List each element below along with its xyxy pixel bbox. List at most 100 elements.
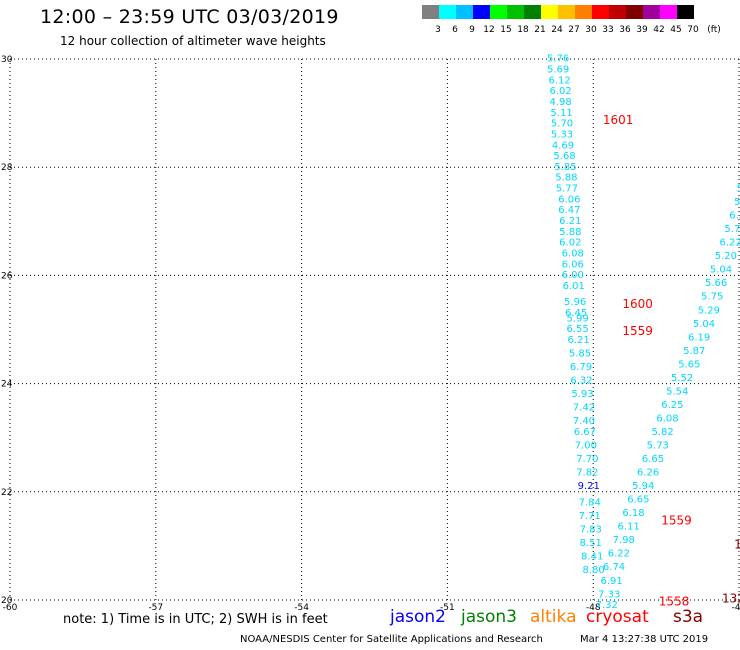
scale-swatch	[456, 5, 473, 19]
pass-time-label: 1558	[659, 594, 690, 608]
scale-tick-label: 9	[469, 25, 475, 35]
wave-height-label: 5.88	[559, 227, 581, 238]
wave-height-label: 6.08	[656, 413, 678, 424]
wave-height-label: 6.33	[729, 211, 740, 222]
wave-height-label: 5.94	[632, 481, 654, 492]
scale-swatch	[524, 5, 541, 19]
lon-tick-label: -48	[586, 603, 601, 613]
wave-height-label: 6.19	[688, 332, 710, 343]
wave-height-label: 5.72	[724, 224, 740, 235]
scale-tick-label: 39	[636, 25, 648, 35]
wave-height-label: 9.21	[578, 481, 600, 492]
scale-swatch	[677, 5, 694, 19]
wave-height-label: 5.65	[678, 359, 700, 370]
legend-jason2: jason2	[390, 607, 446, 627]
wave-height-label: 5.04	[710, 265, 732, 276]
scale-tick-label: 12	[483, 25, 495, 35]
scale-tick-label: 15	[500, 25, 512, 35]
pass-time-label: 1559	[622, 324, 653, 338]
wave-height-label: 6.67	[574, 427, 596, 438]
wave-height-label: 4.98	[549, 97, 571, 108]
wave-height-label: 6.00	[562, 270, 584, 281]
wave-height-label: 5.99	[566, 313, 588, 324]
wave-height-label: 6.26	[637, 468, 659, 479]
scale-swatch	[660, 5, 677, 19]
scale-tick-label: 21	[534, 25, 546, 35]
wave-height-label: 6.21	[559, 216, 581, 227]
wave-height-label: 7.98	[613, 535, 635, 546]
wave-height-label: 8.80	[583, 565, 605, 576]
legend-cryosat: cryosat	[586, 607, 649, 627]
wave-height-label: 6.06	[562, 259, 584, 270]
wave-height-label: 6.22	[720, 238, 740, 249]
wave-height-label: 5.11	[550, 108, 572, 119]
lon-tick-label: -45	[732, 603, 740, 613]
pass-time-label: 1320	[734, 538, 740, 552]
scale-tick-label: 33	[602, 25, 614, 35]
wave-height-label: 7.42	[573, 403, 595, 414]
wave-height-label: 6.12	[548, 75, 570, 86]
wave-height-label: 5.04	[693, 319, 715, 330]
wave-height-label: 6.01	[563, 281, 585, 292]
scale-tick-label: 27	[568, 25, 580, 35]
scale-swatch	[473, 5, 490, 19]
wave-height-label: 5.77	[556, 184, 578, 195]
wave-height-label: 5.82	[652, 427, 674, 438]
lat-tick-label: 30	[1, 55, 13, 65]
legend-s3a: s3a	[673, 607, 704, 627]
wave-height-label: 6.45	[565, 308, 587, 319]
pass-time-label: 1600	[622, 297, 653, 311]
wave-height-label: 7.33	[598, 589, 620, 600]
wave-height-label: 6.08	[562, 248, 584, 259]
lon-tick-label: -54	[294, 603, 309, 613]
wave-height-label: 5.87	[683, 346, 705, 357]
wave-height-label: 5.69	[547, 65, 569, 76]
page-subtitle: 12 hour collection of altimeter wave hei…	[60, 34, 326, 48]
wave-height-label: 5.70	[551, 119, 573, 130]
wave-height-label: 5.33	[551, 129, 573, 140]
lon-tick-label: -51	[440, 603, 455, 613]
wave-height-label: 5.52	[671, 373, 693, 384]
scale-tick-label: 6	[452, 25, 458, 35]
scale-swatch	[490, 5, 507, 19]
scale-tick-label: 45	[670, 25, 682, 35]
wave-height-label: 5.85	[554, 162, 576, 173]
wave-height-label: 7.40	[573, 416, 595, 427]
scale-swatch	[558, 5, 575, 19]
wave-height-label: 6.74	[603, 562, 625, 573]
scale-swatch	[643, 5, 660, 19]
wave-height-label: 5.20	[715, 251, 737, 262]
wave-height-label: 6.06	[558, 194, 580, 205]
lat-tick-label: 22	[1, 488, 12, 498]
wave-height-label: 6.18	[622, 508, 644, 519]
wave-height-label: 5.76	[547, 54, 569, 65]
wave-height-label: 6.22	[608, 549, 630, 560]
scale-swatch	[439, 5, 456, 19]
scale-swatch	[575, 5, 592, 19]
lat-tick-label: 20	[1, 596, 13, 606]
wave-height-label: 5.66	[705, 278, 727, 289]
wave-height-label: 5.96	[564, 297, 586, 308]
wave-height-label: 5.68	[553, 151, 575, 162]
wave-height-label: 7.71	[579, 511, 601, 522]
lat-tick-label: 24	[1, 380, 13, 390]
scale-tick-label: 18	[517, 25, 529, 35]
scale-tick-label: 3	[435, 25, 441, 35]
wave-height-label: 5.29	[698, 305, 720, 316]
lon-tick-label: -57	[148, 603, 163, 613]
wave-height-label: 7.70	[576, 454, 598, 465]
scale-tick-label: 24	[551, 25, 563, 35]
wave-height-label: 5.88	[555, 173, 577, 184]
scale-tick-label: 36	[619, 25, 631, 35]
wave-height-label: 5.80	[737, 184, 740, 195]
wave-height-label: 6.79	[570, 362, 592, 373]
pass-time-label: 1559	[661, 513, 692, 527]
footnote: note: 1) Time is in UTC; 2) SWH is in fe…	[63, 612, 328, 627]
wave-height-label: 6.11	[618, 522, 640, 533]
legend-altika: altika	[530, 607, 577, 627]
wave-height-label: 6.02	[559, 238, 581, 249]
wave-height-label: 6.32	[570, 376, 592, 387]
legend-jason3: jason3	[461, 607, 517, 627]
scale-swatch	[507, 5, 524, 19]
